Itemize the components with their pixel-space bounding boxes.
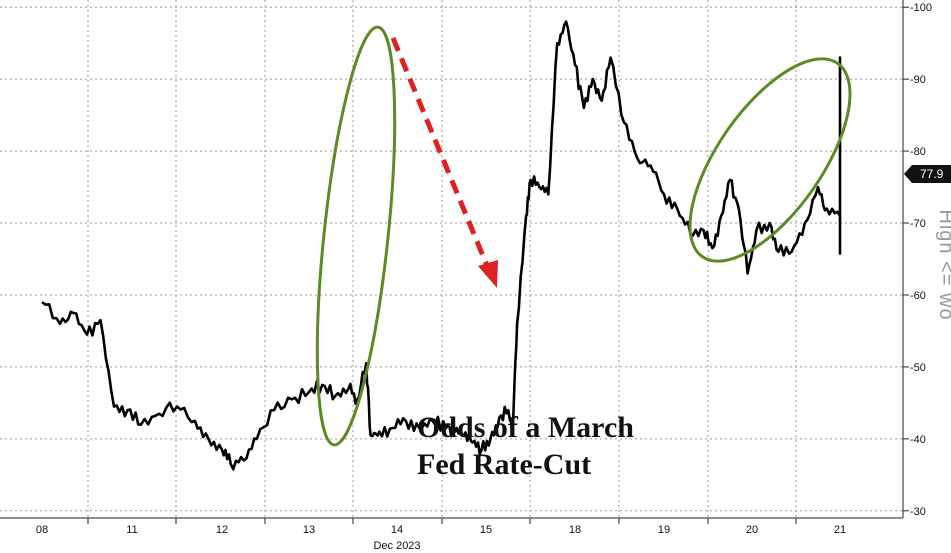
x-tick-label: 11	[126, 524, 137, 536]
x-tick-label: 15	[480, 524, 492, 536]
y-tick-label: -40	[910, 434, 926, 446]
x-tick-label: 12	[216, 524, 228, 536]
y-tick-label: -60	[910, 290, 926, 302]
y-tick-label: -100	[910, 2, 932, 14]
x-axis-month-label: Dec 2023	[373, 540, 420, 552]
highlight-ellipse-recent	[688, 57, 852, 263]
axes	[0, 0, 904, 519]
series-line	[41, 20, 842, 471]
last-value-marker: 77.9	[904, 165, 951, 183]
x-tick-labels: 08 11 12 13 14 15 18 19 20 21	[36, 524, 846, 536]
last-value-badge	[904, 165, 951, 183]
x-tick-label: 19	[658, 524, 670, 536]
y-axis-label: High <= wo	[935, 209, 951, 320]
gridlines	[0, 0, 903, 524]
annotation-line-1: Odds of a March	[417, 411, 634, 444]
y-tick-label: -70	[910, 218, 926, 230]
y-tick-labels: -30 -40 -50 -60 -70 -80 -90 -100	[903, 2, 932, 518]
annotation-line-2: Fed Rate-Cut	[417, 448, 591, 481]
y-tick-label: -80	[910, 146, 926, 158]
decline-arrow-shaft	[390, 37, 491, 269]
x-tick-label: 08	[36, 524, 48, 536]
x-tick-label: 13	[303, 524, 315, 536]
last-value-text: 77.9	[920, 167, 944, 181]
x-tick-label: 20	[746, 524, 758, 536]
decline-arrow-head	[478, 260, 498, 288]
y-tick-label: -90	[910, 74, 926, 86]
x-tick-label: 18	[569, 524, 581, 536]
highlight-ellipse-jump	[315, 25, 397, 447]
y-tick-label: -30	[910, 506, 926, 518]
x-tick-label: 21	[834, 524, 846, 536]
x-tick-label: 14	[391, 524, 403, 536]
y-tick-label: -50	[910, 362, 926, 374]
